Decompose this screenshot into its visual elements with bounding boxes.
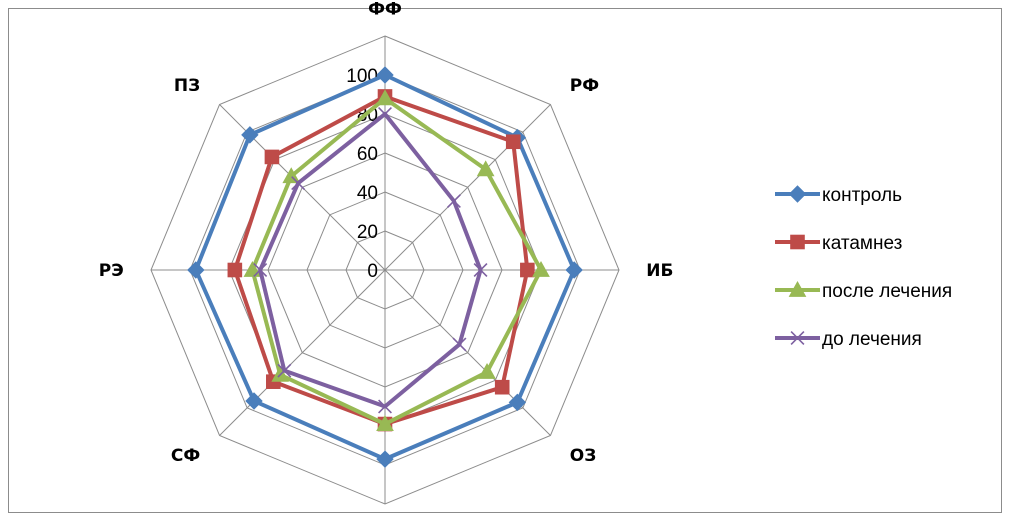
grid-spoke xyxy=(384,104,551,271)
legend-label: до лечения xyxy=(822,329,922,350)
axis-label-8: ПЗ xyxy=(174,76,200,96)
axis-label-3: ИБ xyxy=(646,261,673,281)
legend-label: после лечения xyxy=(822,281,952,302)
grid-spoke xyxy=(219,269,386,436)
data-point xyxy=(508,393,527,412)
radial-tick-label: 0 xyxy=(367,261,378,282)
radial-tick-label: 60 xyxy=(357,144,378,165)
axis-label-4: ОЗ xyxy=(570,446,597,466)
data-point xyxy=(473,263,488,277)
radial-tick-label: 40 xyxy=(357,183,378,204)
data-point xyxy=(243,260,262,277)
data-point xyxy=(790,234,805,250)
legend-item-3: после лечения xyxy=(775,280,952,302)
chart-frame xyxy=(8,8,1002,513)
axis-label-6: СФ xyxy=(171,446,200,466)
legend-label: контроль xyxy=(822,185,902,206)
radial-tick-label: 20 xyxy=(357,222,378,243)
data-point xyxy=(788,280,807,297)
legend: контроль катамнез после лечения до лечения xyxy=(775,185,952,350)
data-point xyxy=(478,363,496,379)
data-point xyxy=(282,167,301,184)
data-point xyxy=(376,415,394,431)
data-point xyxy=(494,379,510,395)
series-group xyxy=(187,66,583,468)
data-point xyxy=(520,262,535,278)
data-point xyxy=(253,263,268,277)
data-point xyxy=(376,89,394,106)
axis-label-7: РЭ xyxy=(99,261,124,281)
data-point xyxy=(565,261,583,279)
data-point xyxy=(245,392,263,410)
axis-label-2: РФ xyxy=(570,76,599,96)
data-point xyxy=(277,363,292,378)
data-point xyxy=(790,331,805,345)
axis-labels: ФФРФИБОЗЖАСФРЭПЗ xyxy=(99,0,674,466)
data-point xyxy=(241,126,259,144)
grid-spoke xyxy=(384,269,551,436)
data-point xyxy=(376,66,394,84)
data-point xyxy=(187,261,205,279)
data-point xyxy=(788,185,807,203)
data-point xyxy=(505,134,521,150)
data-point xyxy=(446,194,461,209)
legend-item-1: контроль xyxy=(775,185,902,206)
data-point xyxy=(378,107,392,121)
legend-item-2: катамнез xyxy=(775,233,902,254)
data-point xyxy=(476,160,495,177)
data-point xyxy=(264,149,280,165)
legend-item-4: до лечения xyxy=(775,329,922,350)
data-point xyxy=(452,337,467,352)
data-point xyxy=(291,176,306,191)
data-point xyxy=(378,399,392,414)
legend-label: катамнез xyxy=(822,233,902,254)
series-4 xyxy=(253,107,488,414)
data-point xyxy=(376,450,394,468)
axis-label-1: ФФ xyxy=(368,0,402,20)
data-point xyxy=(227,262,243,278)
data-point xyxy=(532,260,550,277)
radar-grid xyxy=(150,35,620,505)
